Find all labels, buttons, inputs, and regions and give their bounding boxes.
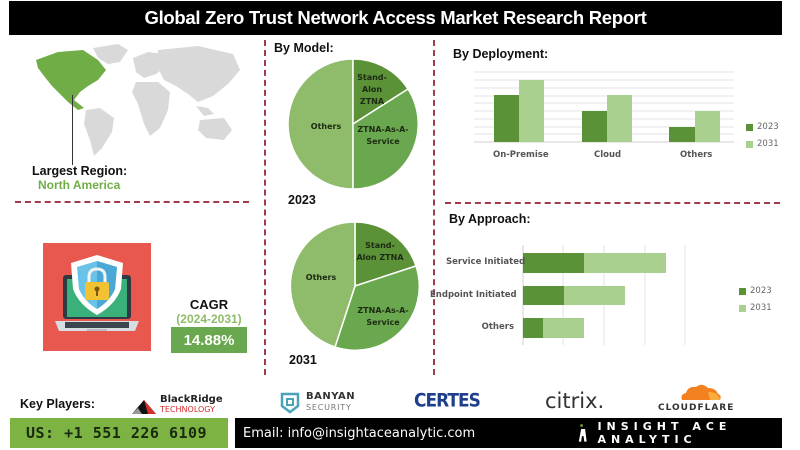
approach-legend-2031: 2031 — [739, 303, 772, 313]
pie-chart-2023 — [287, 58, 423, 191]
pie-2031-label-standalone: Stand- Alon ZTNA — [356, 241, 404, 262]
world-map — [28, 40, 248, 160]
cagr-period: (2024-2031) — [176, 312, 242, 326]
pie-2023-year: 2023 — [288, 193, 316, 207]
email-contact[interactable]: Email: info@insightaceanalytic.com — [235, 418, 782, 448]
deployment-bar-chart — [474, 70, 744, 145]
pie-2023-label-ztna-service: ZTNA-As-A- Service — [357, 125, 409, 146]
logo-blackridge: BlackRidge TECHNOLOGY — [130, 392, 230, 416]
divider-horizontal-left — [15, 201, 249, 203]
cagr-label: CAGR — [189, 297, 229, 312]
approach-bar-chart — [522, 245, 692, 345]
brand-name: INSIGHT ACE ANALYTIC — [597, 420, 732, 446]
legend-swatch-2031 — [746, 140, 753, 148]
by-deployment-title: By Deployment: — [453, 47, 549, 61]
logo-certes: CERTES — [414, 390, 481, 412]
logo-banyan: BANYAN SECURITY — [280, 390, 370, 416]
pie-2023-label-standalone: Stand- Alon ZTNA — [357, 73, 387, 106]
cloudflare-name: CLOUDFLARE — [658, 403, 735, 413]
approach-legend-2023: 2023 — [739, 286, 772, 296]
legend-label: 2023 — [757, 122, 779, 132]
world-map-icon — [36, 44, 240, 156]
pie-chart-2031 — [289, 220, 425, 352]
largest-region-value: North America — [38, 178, 121, 192]
deployment-axis-cloud: Cloud — [594, 150, 622, 160]
largest-region-label: Largest Region: — [32, 164, 128, 178]
page-title: Global Zero Trust Network Access Market … — [9, 1, 782, 35]
banyan-shield-icon — [280, 392, 300, 414]
approach-axis-service-initiated: Service Initiated — [446, 257, 526, 267]
pie-2031-label-others: Others — [305, 273, 337, 282]
deployment-legend-2031: 2031 — [746, 139, 779, 149]
key-players-label: Key Players: — [20, 397, 96, 411]
email-text[interactable]: Email: info@insightaceanalytic.com — [243, 425, 476, 441]
approach-axis-endpoint-initiated: Endpoint Initiated — [430, 290, 517, 300]
deployment-axis-onpremise: On-Premise — [493, 150, 549, 160]
approach-axis-others: Others — [481, 322, 514, 332]
deployment-axis-others: Others — [680, 150, 713, 160]
divider-vertical-right — [433, 40, 435, 375]
banyan-name: BANYAN — [306, 391, 356, 402]
laptop-shield-lock-icon — [43, 243, 151, 351]
legend-swatch-2031 — [739, 304, 746, 312]
legend-swatch-2023 — [739, 287, 746, 295]
deployment-legend-2023: 2023 — [746, 122, 779, 132]
brand-logo: INSIGHT ACE ANALYTIC — [578, 419, 788, 447]
legend-label: 2031 — [757, 139, 779, 149]
blackridge-name: BlackRidge — [160, 394, 223, 405]
banyan-sub: SECURITY — [306, 403, 352, 412]
region-pointer-line — [72, 95, 73, 165]
logo-cloudflare: CLOUDFLARE — [658, 382, 742, 416]
cloudflare-cloud-icon — [681, 384, 721, 400]
pie-2023-label-others: Others — [310, 122, 342, 131]
blackridge-mountain-icon — [132, 400, 156, 414]
pie-2031-label-ztna-service: ZTNA-As-A- Service — [357, 306, 409, 327]
insight-ace-a-icon — [578, 424, 587, 442]
phone-contact[interactable]: US: +1 551 226 6109 — [10, 418, 228, 448]
legend-label: 2023 — [750, 286, 772, 296]
divider-vertical-left — [264, 40, 266, 375]
pie-2031-year: 2031 — [289, 353, 317, 367]
legend-swatch-2023 — [746, 123, 753, 131]
by-approach-title: By Approach: — [449, 212, 531, 226]
blackridge-sub: TECHNOLOGY — [160, 405, 215, 414]
by-model-title: By Model: — [274, 41, 334, 55]
legend-label: 2031 — [750, 303, 772, 313]
logo-citrix: citrix. — [545, 389, 605, 413]
divider-horizontal-right — [445, 202, 780, 204]
cagr-value: 14.88% — [171, 327, 247, 353]
